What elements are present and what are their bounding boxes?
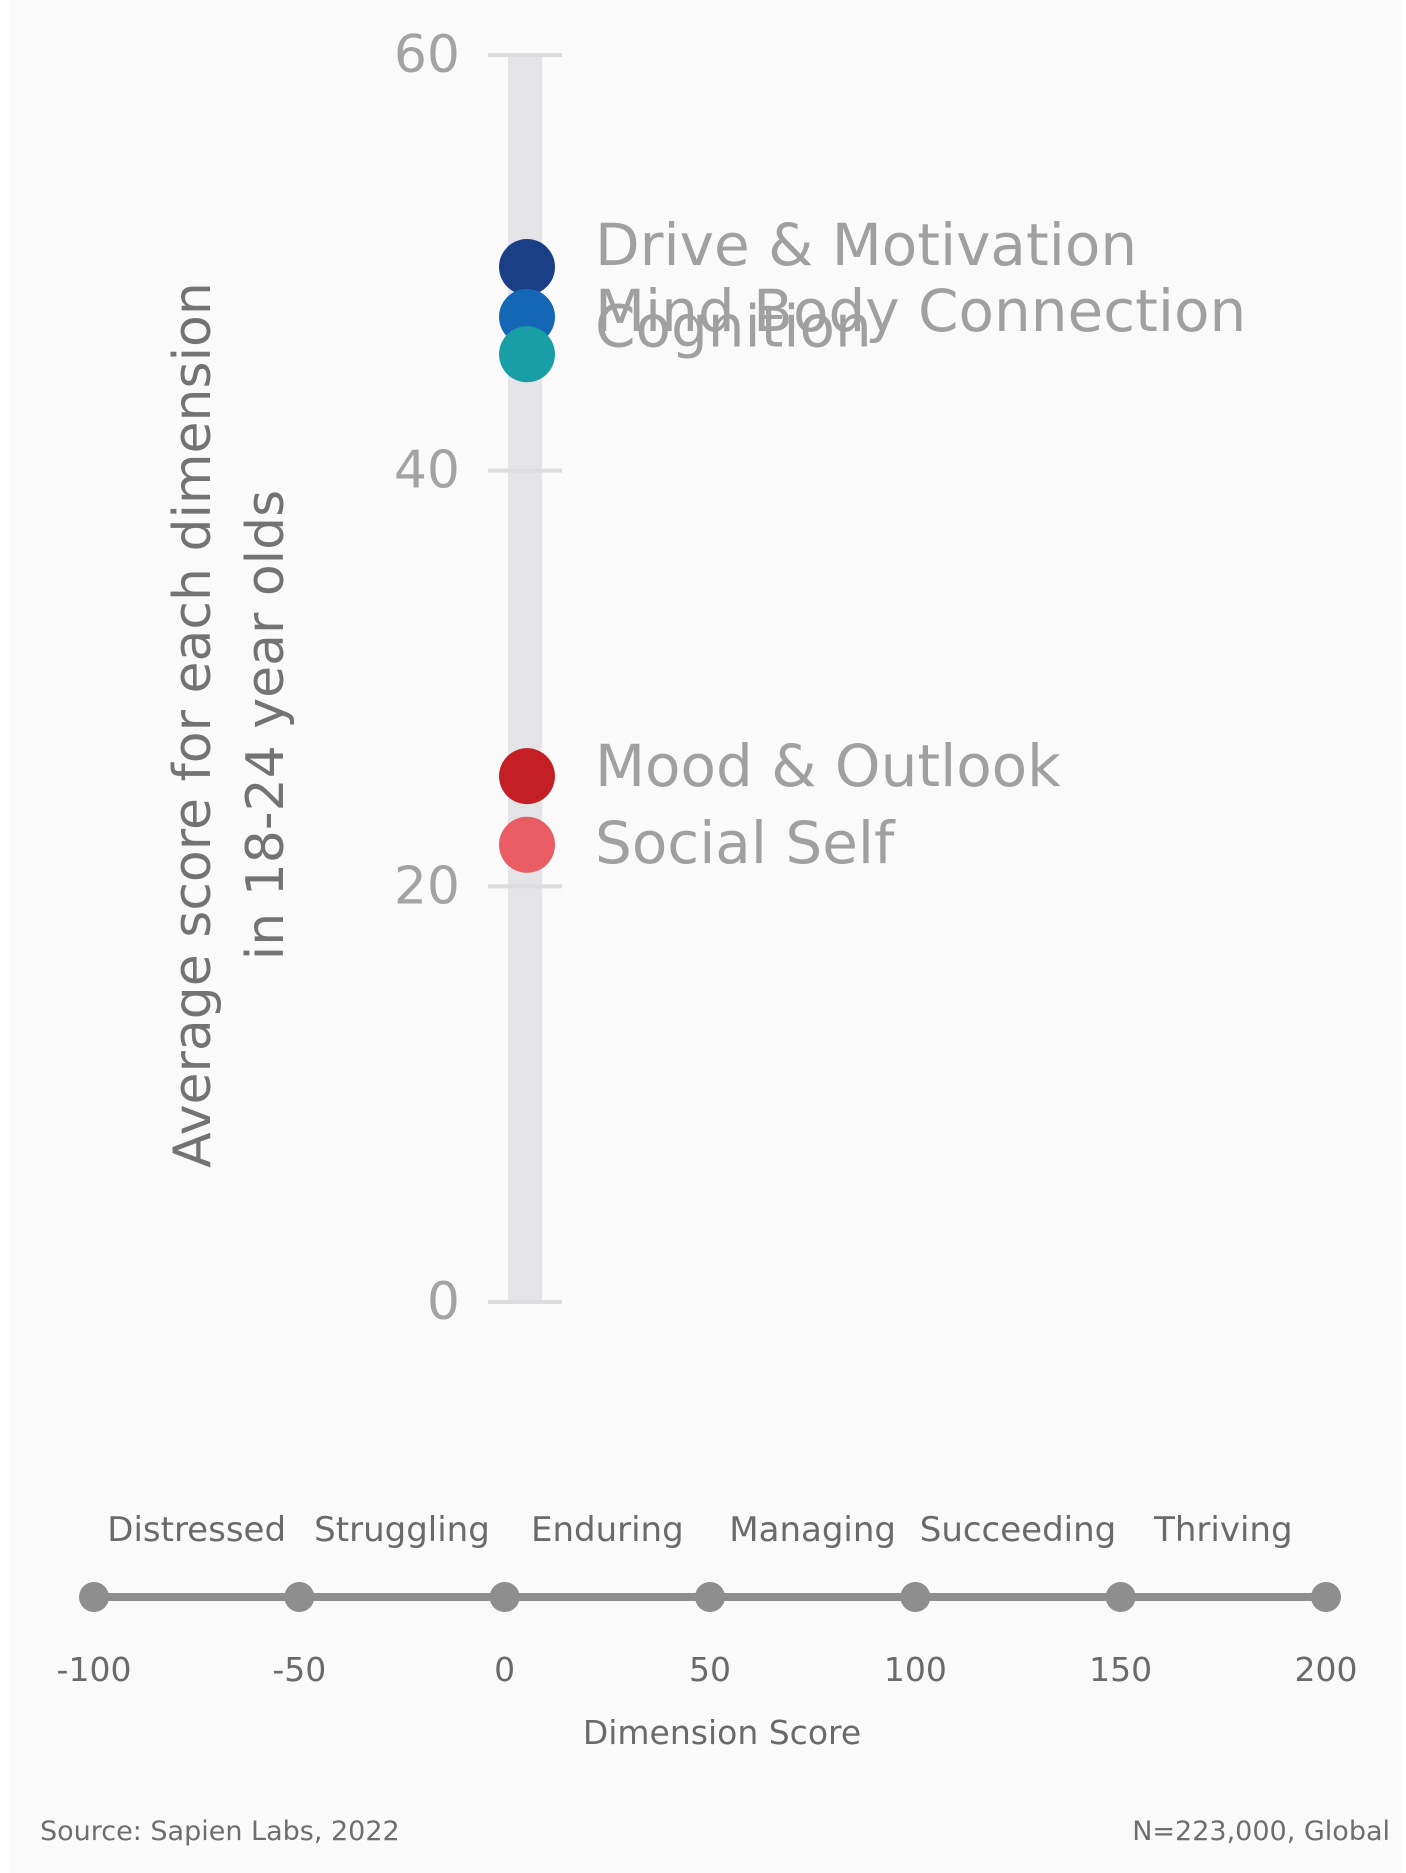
chart-card: Average score for each dimension in 18-24… — [10, 0, 1402, 1873]
scale-category-label: Struggling — [314, 1510, 490, 1550]
y-tick-label: 40 — [394, 441, 460, 501]
x-axis-label: Dimension Score — [583, 1713, 861, 1752]
scale-node — [489, 1582, 520, 1612]
scale-node — [79, 1582, 109, 1612]
y-axis-label-line: Average score for each dimension — [163, 282, 223, 1168]
scale-node — [284, 1582, 315, 1612]
scale-tick-label: 100 — [884, 1650, 947, 1689]
source-note: Source: Sapien Labs, 2022 — [40, 1816, 400, 1847]
scale-node — [900, 1582, 931, 1612]
scale-node — [695, 1582, 725, 1612]
scale-category-label: Thriving — [1153, 1510, 1292, 1550]
dimension-scale: -100 -50 0 50 100 150 200 Distressed Struggling E… — [57, 1510, 1358, 1752]
data-point — [499, 748, 555, 805]
point-label: Mood & Outlook — [595, 732, 1061, 800]
scale-node — [1311, 1582, 1341, 1612]
data-point — [499, 816, 555, 873]
sample-note: N=223,000, Global — [1132, 1816, 1390, 1847]
y-axis: 0 20 40 60 — [394, 25, 562, 1332]
point-label: Cognition — [595, 292, 872, 360]
scale-category-label: Distressed — [107, 1510, 286, 1550]
y-axis-label: Average score for each dimension in 18-24… — [163, 282, 296, 1168]
scale-tick-label: 150 — [1089, 1650, 1152, 1689]
scale-category-label: Managing — [729, 1510, 896, 1550]
scale-category-label: Succeeding — [920, 1510, 1117, 1550]
data-point — [499, 238, 555, 295]
point-label: Drive & Motivation — [595, 211, 1137, 279]
scale-tick-label: 50 — [689, 1650, 731, 1689]
y-tick-label: 20 — [394, 856, 460, 916]
scale-category-label: Enduring — [531, 1510, 684, 1550]
y-tick-label: 60 — [394, 25, 460, 85]
scale-tick-label: 0 — [494, 1650, 515, 1689]
chart: Average score for each dimension in 18-24… — [57, 25, 1358, 1752]
scale-tick-label: -50 — [272, 1650, 326, 1689]
scale-node — [1105, 1582, 1136, 1612]
scale-tick-label: 200 — [1295, 1650, 1358, 1689]
data-point — [499, 326, 555, 383]
scale-tick-label: -100 — [57, 1650, 132, 1689]
point-label: Mind Body Connection — [595, 277, 1246, 345]
y-tick-label: 0 — [427, 1272, 460, 1332]
point-label: Social Self — [595, 809, 896, 877]
y-axis-label-line: in 18-24 year olds — [236, 490, 296, 960]
